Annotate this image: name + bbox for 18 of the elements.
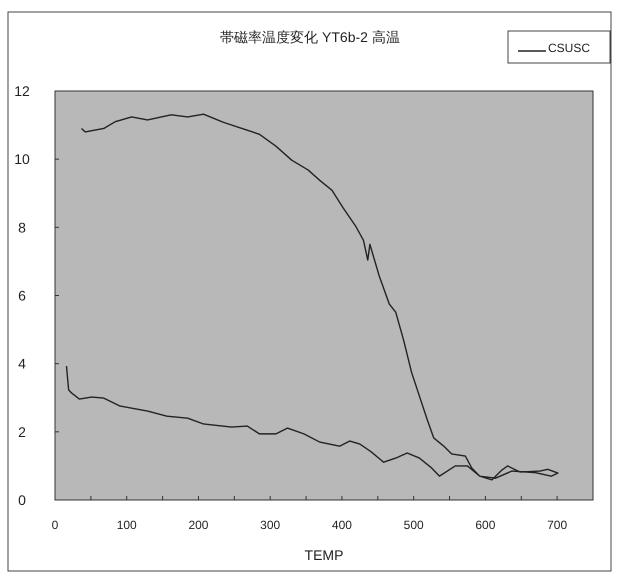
y-tick-label: 6 bbox=[18, 288, 26, 304]
x-tick-label: 500 bbox=[404, 518, 424, 532]
x-tick-label: 100 bbox=[116, 518, 138, 532]
y-tick-label: 12 bbox=[14, 83, 30, 99]
y-tick-label: 8 bbox=[18, 219, 26, 236]
y-tick-label: 2 bbox=[18, 424, 26, 440]
x-tick-label: 700 bbox=[547, 518, 568, 532]
y-tick-label: 0 bbox=[18, 492, 26, 508]
x-tick-label: 0 bbox=[52, 518, 59, 532]
y-tick-label: 10 bbox=[14, 151, 30, 168]
x-tick-label: 200 bbox=[188, 518, 209, 532]
x-tick-label: 600 bbox=[475, 518, 496, 532]
legend-label: CSUSC bbox=[548, 41, 590, 55]
x-tick-label: 300 bbox=[260, 518, 281, 532]
x-axis-title: TEMP bbox=[304, 547, 344, 563]
x-tick-label: 400 bbox=[332, 518, 352, 532]
y-tick-label: 4 bbox=[18, 356, 26, 372]
chart-title: 帯磁率温度変化 YT6b-2 高温 bbox=[220, 29, 400, 45]
